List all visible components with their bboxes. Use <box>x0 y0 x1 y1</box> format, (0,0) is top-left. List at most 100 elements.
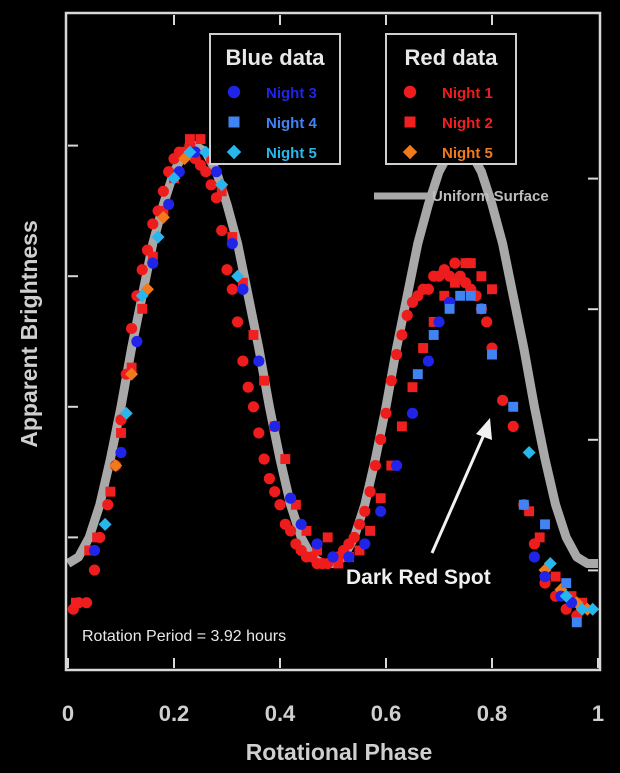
data-point-night-5 <box>543 557 557 570</box>
data-point-night-2 <box>248 330 259 340</box>
data-point-night-2 <box>184 134 195 145</box>
data-point-night-4 <box>428 330 439 340</box>
model-legend-label: Uniform Surface <box>432 188 549 205</box>
data-point-night-2 <box>439 290 450 301</box>
data-point-night-2 <box>137 303 148 314</box>
data-point-night-1 <box>353 518 366 530</box>
data-point-night-2 <box>147 251 158 262</box>
legend-label-night-5: Night 5 <box>442 145 493 162</box>
x-tick-label: 0.8 <box>477 701 508 726</box>
data-point-night-2 <box>92 532 103 543</box>
x-tick-label: 0.4 <box>265 701 296 726</box>
data-point-night-1 <box>247 401 260 413</box>
data-point-night-1 <box>391 348 403 361</box>
data-point-night-3 <box>237 283 249 295</box>
data-point-night-2 <box>534 532 545 543</box>
legend-label-night-3: Night 3 <box>266 85 317 102</box>
data-point-night-1 <box>242 381 254 393</box>
data-point-night-5-red <box>156 210 170 224</box>
data-point-night-3 <box>406 407 419 419</box>
data-point-night-3 <box>528 551 540 563</box>
data-point-night-2 <box>237 277 248 288</box>
data-point-night-4 <box>540 519 550 530</box>
data-point-night-2 <box>407 382 418 393</box>
data-point-night-1 <box>449 257 461 269</box>
data-point-night-2 <box>487 284 497 295</box>
x-axis-label: Rotational Phase <box>246 739 433 765</box>
legend-title: Blue data <box>225 45 325 70</box>
data-point-night-3 <box>311 538 323 550</box>
data-point-night-1 <box>396 329 408 341</box>
data-point-night-4 <box>476 303 487 314</box>
data-point-night-5 <box>167 171 181 185</box>
data-point-night-2 <box>524 506 535 517</box>
data-point-night-4 <box>455 290 466 301</box>
data-point-night-4 <box>412 369 423 380</box>
data-point-night-1 <box>258 453 270 465</box>
data-point-night-5 <box>586 602 600 616</box>
data-point-night-1 <box>348 531 360 543</box>
data-point-night-4 <box>444 303 455 314</box>
data-point-night-1 <box>232 316 244 328</box>
data-point-night-1 <box>221 264 233 276</box>
data-point-night-3 <box>359 538 371 550</box>
legend-marker-night-5 <box>226 144 242 160</box>
data-point-night-2 <box>227 232 238 242</box>
data-point-night-1 <box>147 218 159 230</box>
legend-title: Red data <box>405 45 499 70</box>
data-point-night-3 <box>269 420 281 432</box>
data-point-night-3 <box>210 166 222 178</box>
data-point-night-1 <box>80 597 93 609</box>
legend-label-night-2: Night 2 <box>442 115 493 132</box>
data-point-night-2 <box>105 486 116 497</box>
data-point-night-2 <box>333 558 344 569</box>
data-point-night-1 <box>507 420 519 432</box>
data-point-night-5-red <box>125 367 139 381</box>
data-point-night-2 <box>396 421 407 432</box>
data-point-night-2 <box>449 277 460 288</box>
y-axis-label: Apparent Brightness <box>16 220 42 447</box>
data-point-night-3 <box>539 571 551 583</box>
data-point-night-1 <box>375 433 387 446</box>
data-point-night-3 <box>295 518 307 530</box>
legend-box <box>385 33 517 165</box>
x-tick-label: 0 <box>62 701 74 726</box>
data-point-night-5 <box>215 178 229 192</box>
legend-label-night-5: Night 5 <box>266 145 317 162</box>
data-point-night-3 <box>131 335 143 348</box>
data-point-night-3 <box>422 355 434 367</box>
data-point-night-1 <box>253 427 265 439</box>
data-point-night-2 <box>550 571 561 582</box>
data-point-night-1 <box>497 394 509 406</box>
data-point-night-3 <box>147 257 159 269</box>
data-point-night-2 <box>365 525 376 536</box>
data-point-night-1 <box>422 283 434 295</box>
data-point-night-5 <box>559 589 573 603</box>
data-point-night-1 <box>364 486 376 498</box>
data-point-night-2 <box>195 134 206 145</box>
data-point-night-4 <box>571 617 582 628</box>
data-point-night-1 <box>274 499 286 511</box>
data-point-night-4 <box>487 349 497 360</box>
data-point-night-1 <box>269 486 281 498</box>
legend-blue-data: Blue data Night 3 Night 4 Night 5 <box>209 33 341 165</box>
data-point-night-5 <box>119 406 133 420</box>
data-point-night-2 <box>375 493 386 504</box>
data-point-night-3 <box>327 551 339 563</box>
data-point-night-5 <box>183 145 197 159</box>
data-point-night-2 <box>322 532 333 543</box>
data-point-night-4 <box>518 499 529 510</box>
data-point-night-2 <box>259 375 270 386</box>
data-point-night-1 <box>136 264 148 276</box>
data-point-night-2 <box>460 258 471 269</box>
data-point-night-2 <box>312 545 323 556</box>
data-point-night-2 <box>280 454 291 464</box>
data-point-night-2 <box>116 427 126 438</box>
legend-label-night-1: Night 1 <box>442 85 493 102</box>
data-point-night-5 <box>135 289 149 303</box>
data-point-night-3 <box>88 544 101 557</box>
data-point-night-5 <box>231 269 245 283</box>
data-point-night-5 <box>98 517 112 531</box>
data-point-night-1 <box>157 185 169 197</box>
data-point-night-2 <box>126 362 137 373</box>
